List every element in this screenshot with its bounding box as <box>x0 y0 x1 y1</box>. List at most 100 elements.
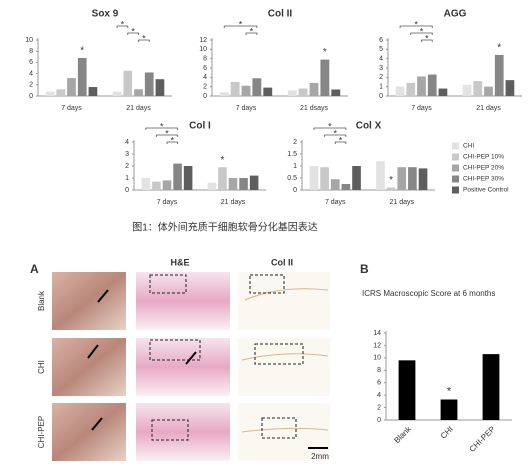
y-tick-label: 0 <box>125 187 129 194</box>
legend-label: CHI-PEP 10% <box>463 154 504 161</box>
y-tick-label: 3 <box>125 151 129 158</box>
bar <box>241 85 251 96</box>
y-tick-label: 0 <box>379 93 383 100</box>
bar <box>418 168 428 190</box>
y-tick-label: 2 <box>379 74 383 81</box>
y-tick-label: 6 <box>379 37 383 44</box>
y-tick-label: 8 <box>377 367 381 374</box>
x-tick-label: 7 days <box>411 105 432 112</box>
y-tick-label: 4 <box>379 56 383 63</box>
bar <box>228 178 238 190</box>
bar <box>77 57 87 96</box>
significance-star: * <box>80 46 84 57</box>
significance-bracket <box>421 39 433 42</box>
significance-bracket <box>156 134 178 137</box>
y-tick-label: 2 <box>293 139 297 146</box>
bar <box>252 78 262 96</box>
significance-star: * <box>160 121 164 131</box>
bar <box>320 167 329 190</box>
y-tick-label: 1 <box>125 175 129 182</box>
legend-swatch <box>452 153 459 161</box>
y-tick-label: 12 <box>373 342 381 349</box>
row-label: Blank <box>37 290 46 311</box>
y-tick-label: 4 <box>203 74 207 81</box>
y-tick-label: 2 <box>377 404 381 411</box>
y-tick-label: 1 <box>379 84 383 91</box>
significance-star: * <box>447 385 452 397</box>
significance-star: * <box>333 128 337 138</box>
y-tick-label: 5 <box>379 46 383 53</box>
legend-label: CHI <box>463 143 474 150</box>
y-tick-label: 2 <box>203 84 207 91</box>
significance-star: * <box>425 33 429 43</box>
significance-bracket <box>313 127 347 130</box>
y-tick-label: 8 <box>203 56 207 63</box>
bar <box>141 178 151 190</box>
significance-star: * <box>121 19 125 29</box>
scale-label: 2mm <box>311 452 329 461</box>
bar <box>395 86 405 96</box>
bar <box>386 187 396 190</box>
x-tick-label: CHI-PEP <box>468 425 497 454</box>
y-tick-label: 4 <box>29 70 33 77</box>
column-header: H&E <box>170 257 189 267</box>
bar <box>207 182 217 190</box>
column-header: Col II <box>271 257 293 267</box>
bar <box>309 82 319 96</box>
legend-swatch <box>452 164 459 172</box>
y-tick-label: 0 <box>377 417 381 424</box>
panel-a-images <box>52 272 330 461</box>
legend-label: CHI-PEP 20% <box>463 165 504 172</box>
legend-label: CHI-PEP 30% <box>463 176 504 183</box>
significance-star: * <box>165 128 169 138</box>
bar <box>398 360 416 420</box>
bar <box>239 178 248 190</box>
significance-bracket <box>145 127 178 130</box>
y-tick-label: 0 <box>293 187 297 194</box>
significance-bracket <box>166 141 178 144</box>
significance-star: * <box>142 33 146 43</box>
bar <box>330 179 340 190</box>
x-tick-label: CHI <box>439 425 455 441</box>
bar <box>406 82 416 96</box>
panel-label: B <box>360 262 369 276</box>
significance-star: * <box>171 135 175 145</box>
y-tick-label: 2 <box>29 82 33 89</box>
significance-bracket <box>324 134 347 137</box>
bar <box>438 88 448 96</box>
bar <box>183 166 193 190</box>
x-tick-label: 7 days <box>325 199 346 206</box>
chart-title: Col X <box>356 121 382 132</box>
significance-bracket <box>223 25 258 28</box>
y-tick-label: 6 <box>29 59 33 66</box>
y-tick-label: 3 <box>379 65 383 72</box>
significance-star: * <box>339 135 343 145</box>
legend-label: Positive Control <box>463 187 509 194</box>
significance-star: * <box>420 26 424 36</box>
legend-swatch <box>452 142 459 150</box>
bar <box>287 90 297 96</box>
chart-title: Sox 9 <box>92 9 119 20</box>
x-tick-label: 21 dsays <box>300 105 329 112</box>
caption: 图1：体外间充质干细胞软骨分化基因表达 <box>132 221 318 234</box>
bar <box>376 161 385 190</box>
legend-swatch <box>452 186 459 194</box>
significance-star: * <box>389 175 393 186</box>
bar <box>249 175 259 190</box>
bar <box>341 184 351 190</box>
bar <box>473 81 483 96</box>
bar <box>462 84 472 96</box>
x-tick-label: 7 days <box>157 199 178 206</box>
bar <box>123 70 133 96</box>
significance-bracket <box>399 25 433 28</box>
legend-swatch <box>452 175 459 183</box>
y-tick-label: 14 <box>373 330 381 337</box>
y-tick-label: 4 <box>377 392 381 399</box>
bar <box>484 86 493 96</box>
bar <box>263 87 273 96</box>
x-tick-label: 21 days <box>126 105 151 112</box>
significance-bracket <box>127 32 139 35</box>
y-tick-label: 8 <box>29 48 33 55</box>
bar <box>417 76 426 96</box>
y-tick-label: 12 <box>199 37 207 44</box>
